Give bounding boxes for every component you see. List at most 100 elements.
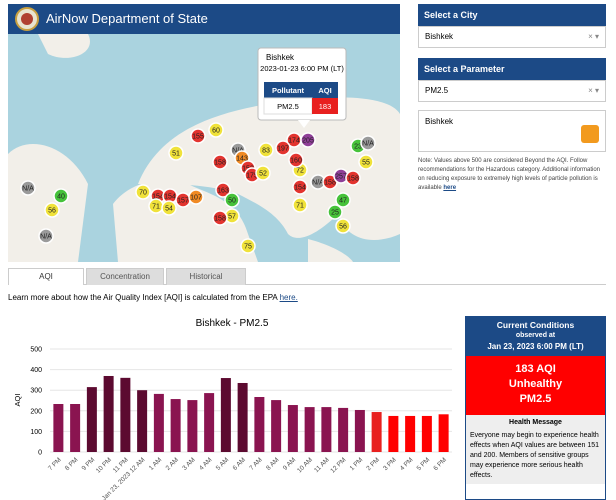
x-tick-label: 5 PM: [416, 456, 432, 472]
marker-label: 163: [217, 188, 229, 195]
note-link[interactable]: here: [443, 185, 456, 191]
marker-label: 71: [296, 203, 304, 210]
bar: [254, 397, 264, 452]
x-tick-label: 7 PM: [47, 456, 63, 472]
bar: [422, 416, 432, 452]
bar: [187, 400, 197, 452]
tab[interactable]: AQI: [8, 268, 84, 285]
health-text: Everyone may begin to experience health …: [470, 431, 601, 481]
bar: [338, 408, 348, 452]
tab[interactable]: Historical: [166, 268, 246, 285]
marker-label: 50: [228, 198, 236, 205]
marker-label: 71: [152, 204, 160, 211]
x-tick-label: 8 AM: [265, 456, 280, 471]
city-value: Bishkek: [425, 32, 453, 41]
bar: [271, 400, 281, 452]
marker-label: 72: [296, 168, 304, 175]
marker-label: 54: [165, 206, 173, 213]
marker-label: 52: [259, 171, 267, 178]
x-tick-label: 2 PM: [365, 456, 381, 472]
bar: [53, 404, 63, 452]
conditions-category: Unhealthy: [466, 377, 605, 392]
bar: [321, 407, 331, 452]
marker-label: 160: [290, 158, 302, 165]
tab[interactable]: Concentration: [86, 268, 164, 285]
marker-label: 155: [192, 134, 204, 141]
conditions-pollutant: PM2.5: [466, 392, 605, 407]
popup-col: Pollutant: [272, 86, 305, 95]
x-tick-label: 4 AM: [198, 456, 213, 471]
y-axis-label: AQI: [13, 394, 22, 407]
marker-label: 158: [324, 180, 336, 187]
marker-label: 158: [347, 176, 359, 183]
marker-label: 154: [294, 185, 306, 192]
marker-label: 55: [362, 160, 370, 167]
marker-label: N/A: [22, 186, 34, 193]
bar: [388, 416, 398, 452]
marker-label: 70: [139, 190, 147, 197]
y-tick-label: 0: [38, 450, 42, 457]
marker-label: 25: [331, 210, 339, 217]
parameter-value: PM2.5: [425, 86, 448, 95]
city-label: Select a City: [418, 4, 606, 26]
y-tick-label: 300: [30, 388, 42, 395]
bar: [439, 414, 449, 452]
rss-icon[interactable]: [581, 125, 599, 143]
marker-label: 107: [190, 195, 202, 202]
x-tick-label: 10 AM: [296, 456, 314, 474]
x-tick-label: 3 PM: [382, 456, 398, 472]
x-tick-label: 4 PM: [399, 456, 415, 472]
feed-title: Bishkek: [425, 117, 453, 126]
chart: Bishkek - PM2.5 AQI 01002003004005007 PM…: [8, 314, 456, 500]
learn-text: Learn more about how the Air Quality Ind…: [8, 293, 277, 302]
bar: [238, 383, 248, 452]
bar: [171, 399, 181, 452]
marker-label: 57: [228, 214, 236, 221]
marker-label: 47: [339, 198, 347, 205]
bar: [204, 393, 214, 452]
map-popup: Bishkek 2023-01-23 6:00 PM (LT) Pollutan…: [258, 48, 346, 128]
bar: [405, 416, 415, 452]
x-tick-label: 1 AM: [148, 456, 163, 471]
conditions-time: Jan 23, 2023 6:00 PM (LT): [466, 341, 605, 353]
learn: Learn more about how the Air Quality Ind…: [8, 293, 298, 302]
conditions-observed: observed at: [466, 331, 605, 341]
popup-pollutant: PM2.5: [277, 102, 299, 111]
marker-label: 56: [339, 224, 347, 231]
x-tick-label: 11 AM: [313, 456, 331, 474]
x-tick-label: 10 PM: [95, 456, 113, 474]
bar: [104, 376, 114, 452]
marker-label: 40: [57, 194, 65, 201]
marker-label: N/A: [362, 141, 374, 148]
marker-label: N/A: [40, 234, 52, 241]
popup-col: AQI: [318, 86, 331, 95]
conditions-aqi: 183 AQI: [466, 362, 605, 377]
marker-label: 154: [164, 194, 176, 201]
popup-city: Bishkek: [266, 53, 295, 62]
marker-label: 257: [335, 174, 347, 181]
bar: [372, 412, 382, 452]
bar: [87, 387, 97, 452]
city-select[interactable]: Bishkek× ▾: [418, 26, 606, 48]
x-tick-label: 8 PM: [64, 456, 80, 472]
marker-label: 158: [214, 160, 226, 167]
learn-link[interactable]: here.: [280, 293, 298, 302]
marker-label: 75: [244, 244, 252, 251]
bar: [355, 410, 365, 452]
bar: [288, 405, 298, 452]
header-title: AirNow Department of State: [46, 11, 208, 26]
bar: [154, 394, 164, 452]
parameter-select[interactable]: PM2.5× ▾: [418, 80, 606, 102]
note: Note: Values above 500 are considered Be…: [418, 157, 606, 193]
x-tick-label: 2 AM: [165, 456, 180, 471]
x-tick-label: 6 PM: [432, 456, 448, 472]
bar: [305, 407, 315, 452]
marker-label: 51: [172, 151, 180, 158]
map[interactable]: 1556051N/A831581431521755270154154157107…: [8, 34, 400, 262]
x-tick-label: 6 AM: [232, 456, 247, 471]
popup-aqi: 183: [319, 102, 332, 111]
x-tick-label: 3 AM: [181, 456, 196, 471]
y-tick-label: 500: [30, 347, 42, 354]
marker-label: 205: [302, 138, 314, 145]
